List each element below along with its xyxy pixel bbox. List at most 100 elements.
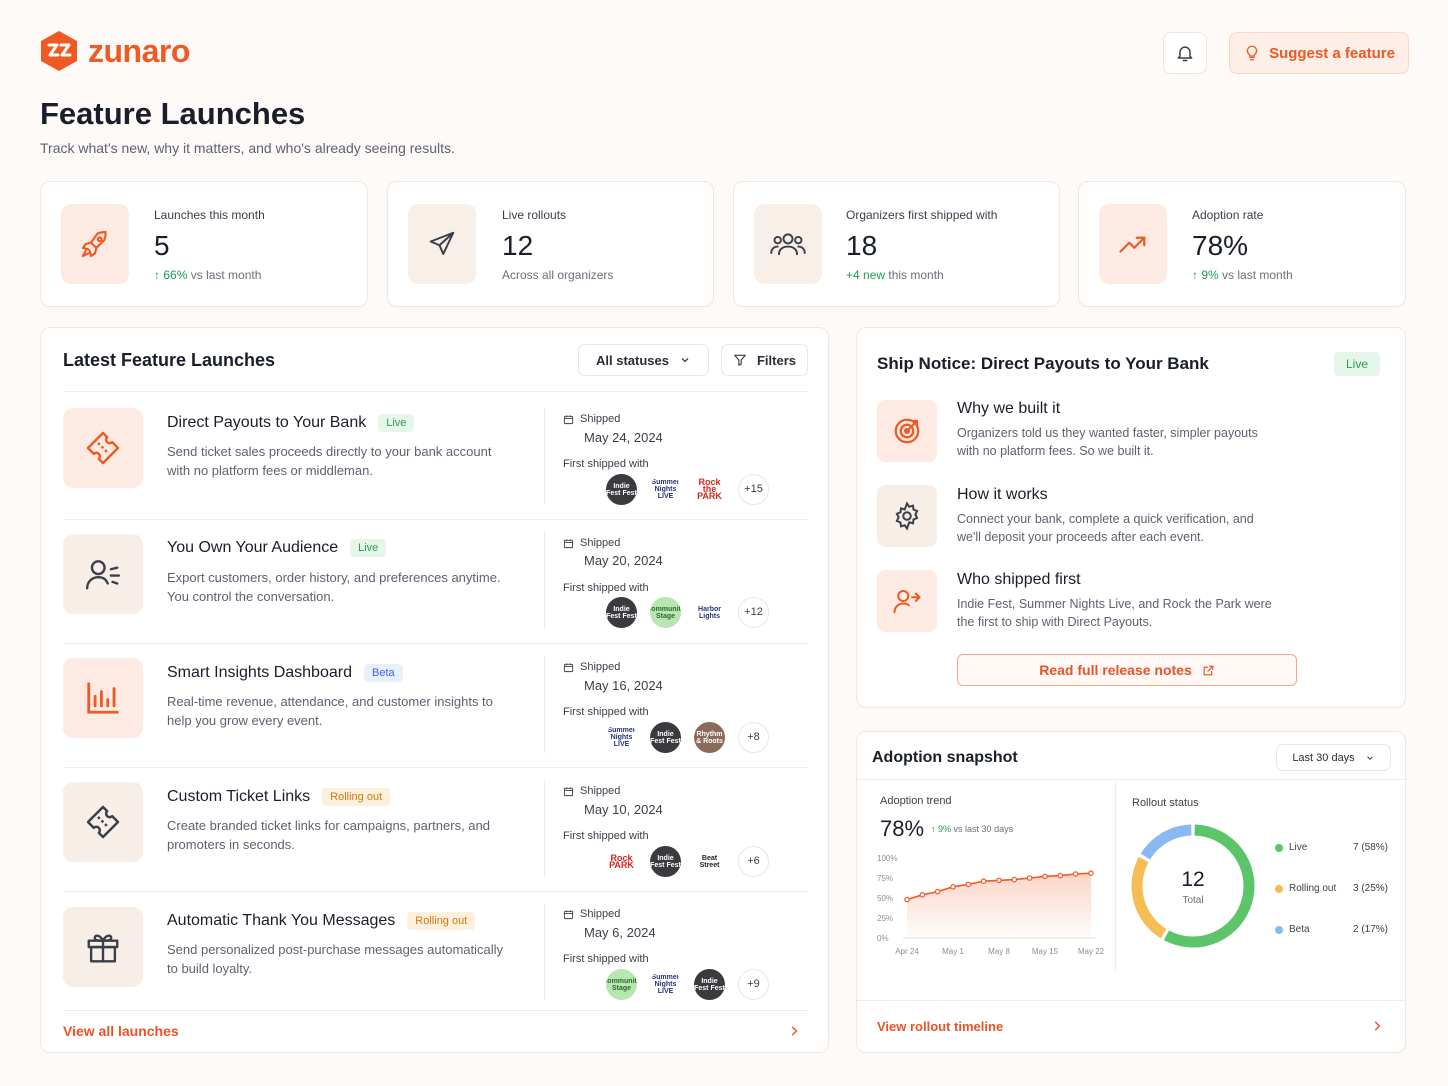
suggest-feature-button[interactable]: Suggest a feature: [1229, 32, 1409, 74]
launch-title: Automatic Thank You Messages: [167, 912, 396, 929]
status-badge: Live: [350, 539, 387, 557]
divider: [857, 779, 1405, 780]
adoption-snapshot-panel: Adoption snapshot Last 30 days Adoption …: [856, 731, 1406, 1053]
avatar[interactable]: Rhythm & Roots: [694, 722, 725, 753]
trend-point: [1057, 872, 1064, 879]
view-rollout-timeline-link[interactable]: View rollout timeline: [877, 1019, 1004, 1034]
snapshot-title: Adoption snapshot: [872, 749, 1018, 766]
notice-title: Ship Notice: Direct Payouts to Your Bank: [877, 354, 1209, 373]
note-icon-box: [877, 400, 937, 462]
avatar[interactable]: Indie Fest Fest: [650, 846, 681, 877]
launch-desc: Real-time revenue, attendance, and custo…: [167, 694, 493, 728]
read-release-notes-button[interactable]: Read full release notes: [957, 654, 1297, 686]
filters-button[interactable]: Filters: [721, 344, 808, 376]
avatar[interactable]: Summer Nights LIVE: [650, 474, 681, 505]
view-all-launches-link[interactable]: View all launches: [63, 1023, 179, 1039]
avatar[interactable]: Indie Fest Fest: [606, 474, 637, 505]
avatar[interactable]: Harbor Lights: [694, 597, 725, 628]
avatar[interactable]: Community Stage: [606, 969, 637, 1000]
launch-icon-box: [63, 408, 143, 488]
status-filter-select[interactable]: All statuses: [578, 344, 709, 376]
legend-item: Beta: [1275, 924, 1310, 935]
legend-value: 7 (58%): [1353, 842, 1389, 853]
notifications-button[interactable]: [1163, 32, 1207, 74]
stat-label: Launches this month: [154, 208, 265, 222]
more-organizers-count[interactable]: +15: [738, 474, 769, 505]
divider: [544, 904, 545, 1000]
launches-title: Latest Feature Launches: [63, 350, 276, 370]
stat-delta: ↑ 66% vs last month: [154, 268, 262, 282]
calendar-icon: [563, 414, 574, 424]
trend-point: [1042, 873, 1048, 880]
ticket-link-icon: [86, 805, 120, 839]
status-badge: Beta: [363, 664, 403, 682]
more-organizers-count[interactable]: +9: [738, 969, 769, 1000]
avatar[interactable]: Community Stage: [650, 597, 681, 628]
divider: [63, 767, 809, 768]
shipped-date: May 10, 2024: [584, 802, 663, 817]
shipped-text: Shipped: [580, 413, 621, 425]
launch-desc: Send ticket sales proceeds directly to y…: [167, 444, 492, 478]
donut-slice-rolling-out: [1131, 856, 1167, 939]
stat-label: Live rollouts: [502, 208, 567, 222]
x-tick-label: May 8: [988, 947, 1010, 956]
page-subtitle: Track what's new, why it matters, and wh…: [40, 140, 455, 156]
stat-delta-suffix: vs last month: [1222, 268, 1293, 282]
stat-value: 12: [502, 230, 534, 261]
y-tick-label: 0%: [877, 934, 889, 943]
filters-label: Filters: [756, 352, 796, 368]
note-section-title: How it works: [957, 486, 1048, 503]
avatar[interactable]: Indie Fest Fest: [650, 722, 681, 753]
more-organizers-count[interactable]: +6: [738, 846, 769, 877]
avatar[interactable]: Rock PARK: [606, 846, 637, 877]
y-tick-label: 100%: [877, 854, 897, 863]
shipped-date: May 16, 2024: [584, 678, 663, 693]
gift-icon: [87, 934, 119, 963]
organizer-avatars: Indie Fest Fest Community Stage Harbor L…: [606, 597, 769, 628]
launch-icon-box: [63, 782, 143, 862]
brand-logo[interactable]: zunaro: [38, 30, 190, 72]
organizer-avatars: Rock PARK Indie Fest Fest Beat Street +6: [606, 846, 769, 877]
avatar[interactable]: Indie Fest Fest: [606, 597, 637, 628]
divider: [63, 519, 809, 520]
shipped-text: Shipped: [580, 785, 621, 797]
launch-desc: Create branded ticket links for campaign…: [167, 818, 491, 852]
more-organizers-count[interactable]: +12: [738, 597, 769, 628]
stat-icon-box: [408, 204, 476, 284]
status-badge: Live: [1334, 352, 1381, 376]
launch-title-wrap: Custom Ticket Links Rolling out: [167, 788, 391, 806]
chevron-down-icon: [1366, 755, 1373, 760]
avatar[interactable]: Summer Nights LIVE: [606, 722, 637, 753]
range-select[interactable]: Last 30 days: [1276, 744, 1391, 771]
shipped-date: May 24, 2024: [584, 430, 663, 445]
chevron-right-icon[interactable]: [1370, 1019, 1384, 1033]
launch-title: You Own Your Audience: [167, 539, 339, 556]
donut-slice-beta: [1140, 824, 1192, 860]
first-shipped-label: First shipped with: [563, 830, 649, 842]
chevron-right-icon[interactable]: [787, 1024, 801, 1038]
stat-label: Organizers first shipped with: [846, 208, 998, 222]
trend-point: [1011, 876, 1018, 883]
first-shipped-label: First shipped with: [563, 706, 649, 718]
users-icon: [770, 233, 806, 256]
more-organizers-count[interactable]: +8: [738, 722, 769, 753]
avatar[interactable]: Summer Nights LIVE: [650, 969, 681, 1000]
avatar[interactable]: Rock the PARK: [694, 474, 725, 505]
avatar[interactable]: Beat Street: [694, 846, 725, 877]
x-tick-label: May 22: [1078, 947, 1105, 956]
legend-dot: [1275, 884, 1283, 893]
launch-icon-box: [63, 658, 143, 738]
shipped-text: Shipped: [580, 661, 621, 673]
range-value: Last 30 days: [1292, 751, 1355, 764]
stat-delta-suffix: this month: [888, 268, 944, 282]
avatar[interactable]: Indie Fest Fest: [694, 969, 725, 1000]
divider: [63, 643, 809, 644]
launch-title-wrap: Direct Payouts to Your Bank Live: [167, 414, 415, 432]
user-arrow-icon: [893, 590, 921, 614]
trend-point: [965, 881, 972, 888]
divider: [544, 781, 545, 877]
note-section-title: Who shipped first: [957, 571, 1081, 588]
trend-delta-value: 9%: [938, 824, 952, 834]
trend-point: [1026, 875, 1033, 881]
donut-total-value: 12: [1181, 868, 1205, 891]
